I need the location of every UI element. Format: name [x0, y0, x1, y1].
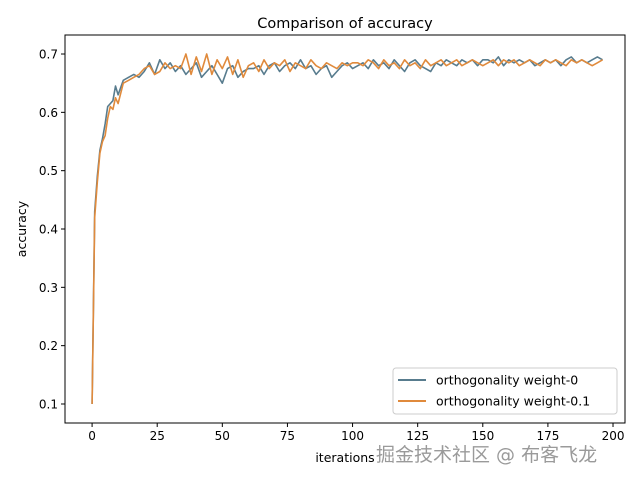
y-tick-label: 0.3 [39, 281, 58, 295]
legend-label-1: orthogonality weight-0.1 [436, 394, 590, 409]
x-tick-label: 25 [150, 429, 165, 443]
legend-box [392, 367, 618, 415]
x-tick-label: 50 [215, 429, 230, 443]
y-tick-label: 0.4 [39, 223, 58, 237]
watermark: 掘金技术社区 @ 布客飞龙 [376, 444, 598, 466]
x-tick-label: 150 [471, 429, 494, 443]
x-tick-label: 175 [536, 429, 559, 443]
y-tick-label: 0.2 [39, 339, 58, 353]
plot-frame [64, 34, 626, 424]
x-tick-label: 0 [88, 429, 96, 443]
chart-title: Comparison of accuracy [257, 16, 433, 32]
x-tick-label: 125 [406, 429, 429, 443]
x-tick-label: 200 [602, 429, 625, 443]
series-line-1 [91, 53, 603, 405]
y-tick-label: 0.1 [39, 397, 58, 411]
legend: orthogonality weight-0 orthogonality wei… [392, 367, 618, 415]
y-tick-label: 0.5 [39, 164, 58, 178]
y-tick-label: 0.7 [39, 48, 58, 62]
x-tick-label: 100 [341, 429, 364, 443]
x-axis-label: iterations [315, 450, 374, 465]
legend-label-0: orthogonality weight-0 [436, 373, 578, 388]
series-line-0 [91, 56, 603, 405]
y-tick-label: 0.6 [39, 106, 58, 120]
x-tick-label: 75 [280, 429, 295, 443]
y-axis-label: accuracy [14, 200, 29, 257]
